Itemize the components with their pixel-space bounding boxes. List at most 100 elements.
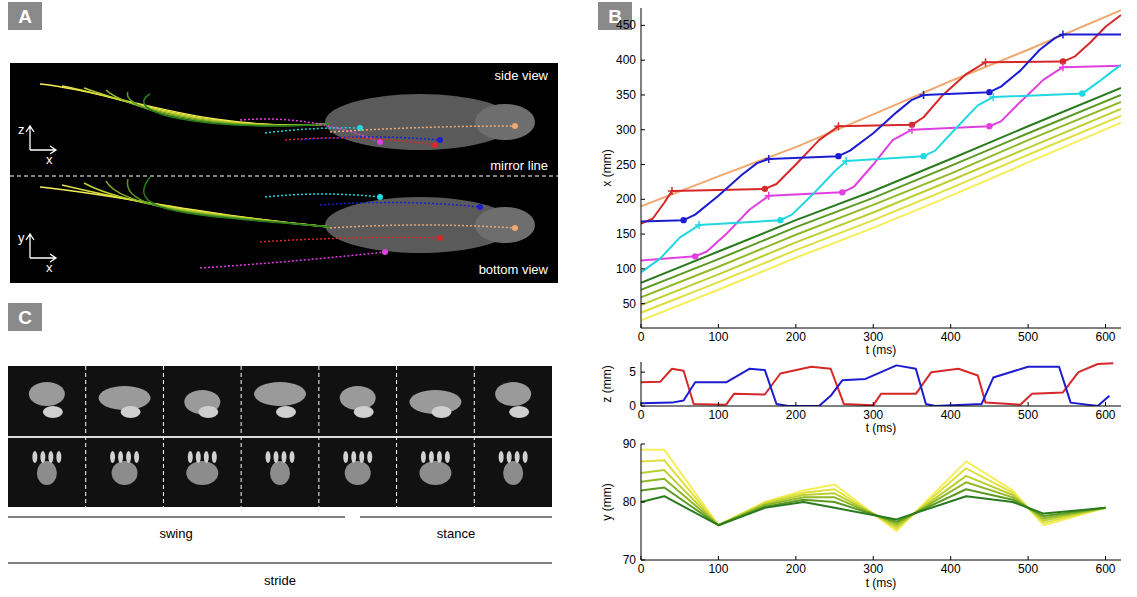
paw-trace xyxy=(265,194,380,197)
paw-image xyxy=(254,382,306,406)
x-tick-label: 0 xyxy=(638,562,645,576)
x-tick-label: 400 xyxy=(941,408,961,422)
x-tick-label: 600 xyxy=(1096,562,1116,576)
series-line xyxy=(641,109,1121,305)
series-line xyxy=(641,488,1106,526)
x-tick xyxy=(873,556,874,560)
axis-letter: x xyxy=(46,260,53,275)
tail-trace xyxy=(62,86,330,125)
paw-toe xyxy=(48,451,53,463)
x-tick xyxy=(718,324,719,328)
series-line xyxy=(641,496,1106,525)
axis-letter: z xyxy=(18,122,25,137)
paw-marker xyxy=(477,204,483,210)
series-line xyxy=(641,460,1106,528)
phase-bar xyxy=(360,516,552,517)
paw-toe xyxy=(204,451,209,463)
paw-trace xyxy=(265,128,360,133)
y-tick xyxy=(641,268,645,269)
paw-trace xyxy=(285,138,435,145)
panel-letter: C xyxy=(18,307,32,328)
phase-label: stride xyxy=(264,573,296,588)
cross-marker xyxy=(989,93,997,101)
x-tick xyxy=(1105,556,1106,560)
paw-trace xyxy=(330,126,515,132)
x-tick-label: 500 xyxy=(1018,562,1038,576)
x-axis-title: t (ms) xyxy=(866,343,897,357)
x-tick-label: 200 xyxy=(786,330,806,344)
cross-marker xyxy=(982,58,990,66)
paw-marker xyxy=(382,249,388,255)
y-tick-label: 250 xyxy=(616,158,636,172)
y-tick-label: 50 xyxy=(623,297,637,311)
tail-trace xyxy=(40,187,330,227)
paw-image xyxy=(503,461,523,485)
photo-background xyxy=(8,366,552,507)
mouse-head xyxy=(475,207,535,243)
chart: 010020030040050060005t (ms)z (mm) xyxy=(600,362,1121,435)
paw-toe xyxy=(343,451,348,463)
tail-trace xyxy=(84,183,330,227)
paw-toe xyxy=(212,451,217,463)
y-tick xyxy=(641,129,645,130)
x-tick-label: 100 xyxy=(708,408,728,422)
x-tick xyxy=(795,402,796,406)
x-tick-label: 200 xyxy=(786,562,806,576)
y-tick xyxy=(641,234,645,235)
x-axis-line xyxy=(641,406,1121,407)
paw-toe xyxy=(56,451,61,463)
paw-image xyxy=(354,406,374,418)
view-label: mirror line xyxy=(490,158,548,173)
x-tick xyxy=(718,556,719,560)
cross-marker xyxy=(765,155,773,163)
x-tick-label: 100 xyxy=(708,562,728,576)
x-tick xyxy=(873,402,874,406)
panel-letter-box xyxy=(8,303,42,331)
chart: 0100200300400500600708090t (ms)y (mm) xyxy=(600,437,1121,590)
x-tick-label: 100 xyxy=(708,330,728,344)
paw-toe xyxy=(274,451,279,463)
paw-image xyxy=(198,406,218,418)
paw-image xyxy=(509,406,529,418)
paw-toe xyxy=(499,451,504,463)
paw-toe xyxy=(445,451,450,463)
paw-trace xyxy=(260,238,440,243)
y-tick xyxy=(641,406,645,407)
axis-letter: x xyxy=(46,152,53,167)
x-tick-label: 600 xyxy=(1096,330,1116,344)
axis-letter: y xyxy=(18,230,25,245)
paw-marker xyxy=(377,194,383,200)
plot-area xyxy=(641,450,1106,531)
paw-toe xyxy=(188,451,193,463)
panel-letter-box xyxy=(8,2,42,30)
dot-marker xyxy=(986,123,992,129)
paw-image xyxy=(186,461,218,485)
panel-c: swingstancestride xyxy=(8,366,552,588)
y-axis-title: z (mm) xyxy=(600,365,614,402)
paw-image xyxy=(345,461,371,485)
y-tick xyxy=(641,303,645,304)
dot-marker xyxy=(680,217,686,223)
tail-trace xyxy=(106,181,330,227)
y-tick-label: 200 xyxy=(616,192,636,206)
cross-marker xyxy=(695,221,703,229)
paw-toe xyxy=(282,451,287,463)
figure: ABCside viewmirror linebottom viewzxyxsw… xyxy=(0,0,1137,597)
cross-marker xyxy=(668,187,676,195)
paw-toe xyxy=(134,451,139,463)
dot-marker xyxy=(835,153,841,159)
paw-marker xyxy=(512,123,518,129)
paw-image xyxy=(431,406,451,418)
cross-marker xyxy=(842,157,850,165)
view-label: bottom view xyxy=(479,262,549,277)
paw-toe xyxy=(437,451,442,463)
x-axis-line xyxy=(641,328,1121,329)
tail-trace xyxy=(127,179,330,227)
x-tick xyxy=(873,324,874,328)
y-tick xyxy=(641,60,645,61)
series-line xyxy=(641,88,1121,283)
series-line xyxy=(641,95,1121,290)
tail-trace xyxy=(127,92,330,126)
series-line xyxy=(641,65,1121,272)
dot-marker xyxy=(692,253,698,259)
